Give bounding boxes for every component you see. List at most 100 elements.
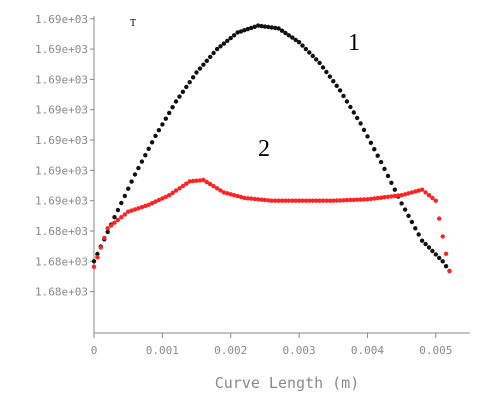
series-1-point (283, 30, 288, 36)
series-1-point (341, 93, 346, 99)
series-2-point (95, 255, 100, 260)
y-tick-label: 1.68e+03 (35, 225, 88, 238)
x-tick-label: 0 (91, 344, 98, 357)
series-1-point (290, 35, 295, 40)
series-1-point (225, 38, 230, 43)
series-2-point (378, 195, 384, 200)
series-1-point (378, 159, 384, 165)
series-2-point (348, 197, 353, 203)
series-2-point (406, 191, 411, 196)
series-2-point (170, 190, 175, 196)
series-2-point (146, 202, 151, 207)
series-1-point (296, 40, 302, 45)
series-1-point (344, 99, 350, 104)
series-1-point (286, 33, 291, 38)
series-1-point (139, 159, 145, 164)
series-2-point (290, 198, 295, 203)
series-2-point (249, 196, 254, 201)
series-1-point (167, 110, 172, 116)
series-2-point (115, 217, 121, 223)
series-1-point (317, 60, 322, 66)
series-2-point (358, 197, 363, 202)
series-1-point (355, 115, 360, 121)
series-1-point (259, 23, 264, 29)
series-1-point (273, 25, 278, 31)
series-2-point (204, 179, 209, 185)
series-2-point (214, 186, 220, 191)
series-1-point (334, 83, 339, 89)
series-2-point (184, 181, 189, 186)
series-2-point (201, 177, 206, 183)
series-2-point (218, 188, 223, 193)
y-tick-label: 1.69e+03 (35, 164, 88, 177)
series-1-point (153, 133, 158, 139)
series-2-point (300, 198, 305, 203)
series-1-point (255, 23, 261, 28)
series-1-point (163, 116, 168, 121)
series-1-point (112, 215, 117, 220)
series-1-point (177, 94, 182, 99)
series-2-point (334, 198, 339, 203)
series-1-point (221, 41, 227, 46)
series-2-point (245, 196, 250, 201)
series-2-point (208, 181, 213, 187)
series-1-point (252, 24, 257, 29)
series-1-point (399, 201, 404, 206)
series-1-point (293, 37, 298, 43)
series-2-point (344, 197, 350, 203)
series-2-point (320, 198, 326, 203)
series-2-point (91, 264, 97, 269)
series-2-point (385, 194, 391, 199)
series-2-point (136, 206, 141, 211)
series-1-point (242, 28, 247, 33)
series-1-point (204, 58, 209, 63)
series-1-point (197, 66, 203, 71)
series-1-point (430, 248, 435, 254)
series-2-point (156, 197, 162, 203)
series-2-point (399, 193, 404, 198)
series-2-point (392, 193, 397, 199)
series-2-point (437, 216, 442, 221)
series-2-point (167, 193, 172, 198)
series-2-point (372, 196, 377, 201)
series-1-point (351, 110, 356, 115)
series-1-point (262, 24, 268, 29)
series-2-point (194, 178, 199, 183)
series-1-point (119, 200, 124, 206)
series-1-point (419, 238, 425, 243)
series-1-point (208, 54, 213, 60)
series-2-point (413, 189, 418, 194)
series-2-point (108, 223, 114, 228)
series-1-point (235, 30, 240, 35)
series-2-point (423, 190, 428, 195)
series-2-point (276, 198, 281, 203)
series-1-point (358, 121, 363, 126)
series-2-point (153, 199, 158, 204)
series-2-point (443, 251, 449, 256)
series-1-point (303, 46, 309, 52)
series-1-point (276, 26, 281, 31)
series-1-point (126, 186, 131, 191)
series-2-point (180, 183, 186, 189)
curve-2-label: 2 (258, 136, 270, 162)
series-2-point (163, 194, 168, 199)
series-1-point (115, 207, 121, 213)
series-2-point (132, 207, 138, 212)
series-2-point (177, 186, 182, 191)
series-1-point (105, 229, 110, 235)
series-2-point (314, 198, 319, 203)
series-1-point (91, 259, 97, 264)
series-2-point (197, 178, 203, 183)
series-2-point (296, 198, 302, 203)
series-2-point (331, 198, 336, 203)
series-2-point (105, 226, 110, 231)
series-2-point (307, 198, 312, 203)
series-2-point (266, 198, 271, 203)
series-2-point (279, 198, 285, 203)
series-1-point (320, 65, 326, 70)
series-2-point (143, 203, 148, 209)
series-2-point (252, 196, 257, 202)
series-2-point (259, 197, 264, 202)
series-2-point (126, 209, 131, 214)
